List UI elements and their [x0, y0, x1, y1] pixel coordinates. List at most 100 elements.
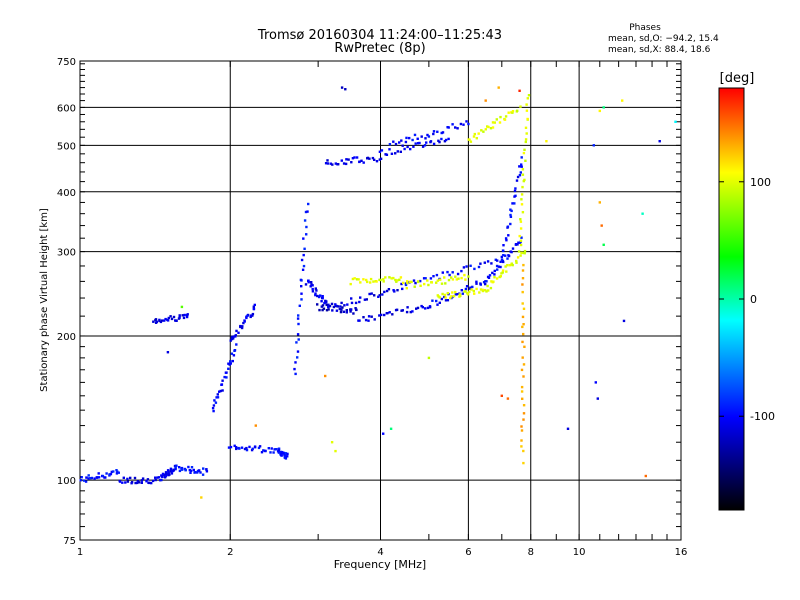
echo-point	[241, 325, 244, 328]
echo-point	[140, 481, 143, 484]
echo-point	[395, 280, 398, 283]
echo-point	[521, 185, 524, 189]
echo-point	[167, 471, 170, 474]
echo-point	[104, 476, 107, 479]
echo-point	[79, 479, 82, 482]
echo-point	[253, 446, 257, 449]
echo-point	[401, 144, 404, 147]
echo-point	[164, 317, 167, 321]
echo-point	[370, 292, 373, 295]
echo-point	[309, 285, 312, 288]
echo-point	[378, 314, 381, 317]
echo-point	[257, 446, 261, 450]
echo-point	[502, 254, 505, 257]
echo-point	[368, 292, 371, 296]
echo-point	[273, 448, 276, 451]
echo-point	[160, 478, 163, 482]
echo-point	[249, 314, 253, 317]
echo-point	[365, 298, 368, 301]
echo-point	[435, 273, 439, 277]
echo-point	[182, 316, 186, 320]
echo-point	[89, 477, 92, 480]
echo-point	[502, 260, 505, 264]
echo-point	[297, 322, 300, 326]
echo-point	[267, 447, 270, 450]
echo-point	[112, 470, 115, 473]
echo-point	[468, 138, 471, 141]
echo-point	[169, 470, 172, 473]
echo-point	[340, 86, 344, 89]
echo-point	[115, 472, 119, 475]
echo-point	[424, 137, 427, 140]
echo-point	[97, 472, 100, 475]
echo-point	[216, 396, 220, 399]
echo-point	[150, 481, 153, 485]
echo-point	[388, 143, 392, 146]
echo-point	[456, 127, 459, 130]
echo-point	[301, 268, 305, 271]
echo-point	[216, 393, 219, 396]
echo-point	[436, 294, 439, 297]
echo-point	[95, 476, 99, 479]
echo-point	[506, 397, 510, 400]
echo-point	[129, 476, 132, 480]
echo-point	[524, 140, 527, 144]
echo-point	[467, 293, 470, 296]
echo-point	[262, 449, 265, 452]
phase-heading: Phases	[629, 23, 661, 33]
echo-point	[280, 451, 284, 455]
echo-point	[518, 174, 522, 177]
echo-point	[520, 156, 523, 159]
echo-point	[419, 279, 422, 283]
echo-point	[126, 477, 129, 481]
echo-point	[398, 278, 401, 281]
echo-point	[367, 319, 370, 322]
echo-point	[327, 308, 330, 311]
echo-point	[158, 319, 161, 322]
echo-point	[600, 224, 603, 227]
echo-point	[212, 404, 216, 407]
echo-point	[424, 277, 427, 280]
echo-point	[413, 133, 417, 137]
echo-point	[501, 269, 505, 272]
echo-point	[154, 478, 157, 482]
echo-point	[366, 280, 369, 284]
y-tick-label: 600	[57, 103, 76, 114]
echo-point	[414, 281, 417, 285]
echo-point	[513, 195, 516, 198]
echo-point	[254, 424, 257, 427]
echo-point	[164, 473, 167, 476]
echo-point	[296, 317, 300, 320]
echo-point	[405, 310, 409, 314]
echo-point	[368, 157, 371, 160]
echo-point	[418, 141, 421, 145]
echo-point	[459, 294, 462, 297]
echo-point	[260, 451, 264, 454]
echo-point	[140, 479, 144, 482]
echo-point	[160, 319, 164, 322]
echo-point	[489, 127, 493, 130]
echo-point	[493, 269, 496, 273]
echo-point	[519, 243, 523, 247]
echo-point	[413, 285, 416, 288]
echo-point	[493, 121, 496, 124]
echo-point	[388, 276, 391, 279]
echo-point	[329, 162, 332, 165]
axis-ticks: 1 2 4 6 8 10 16 75 100 200 300 400 500 600 750	[57, 57, 687, 558]
echo-point	[219, 389, 222, 393]
echo-point	[362, 316, 365, 319]
echo-point	[525, 109, 529, 112]
echo-point	[372, 280, 375, 283]
echo-point	[506, 264, 509, 267]
echo-point	[426, 306, 430, 310]
echo-point	[224, 371, 228, 374]
echo-point	[188, 468, 191, 472]
echo-point	[451, 291, 454, 294]
echo-point	[87, 477, 90, 480]
echo-point	[190, 466, 194, 469]
echo-point	[180, 305, 184, 309]
echo-point	[507, 234, 510, 237]
echo-point	[340, 159, 343, 162]
echo-point	[229, 362, 232, 365]
echo-point	[233, 349, 237, 352]
